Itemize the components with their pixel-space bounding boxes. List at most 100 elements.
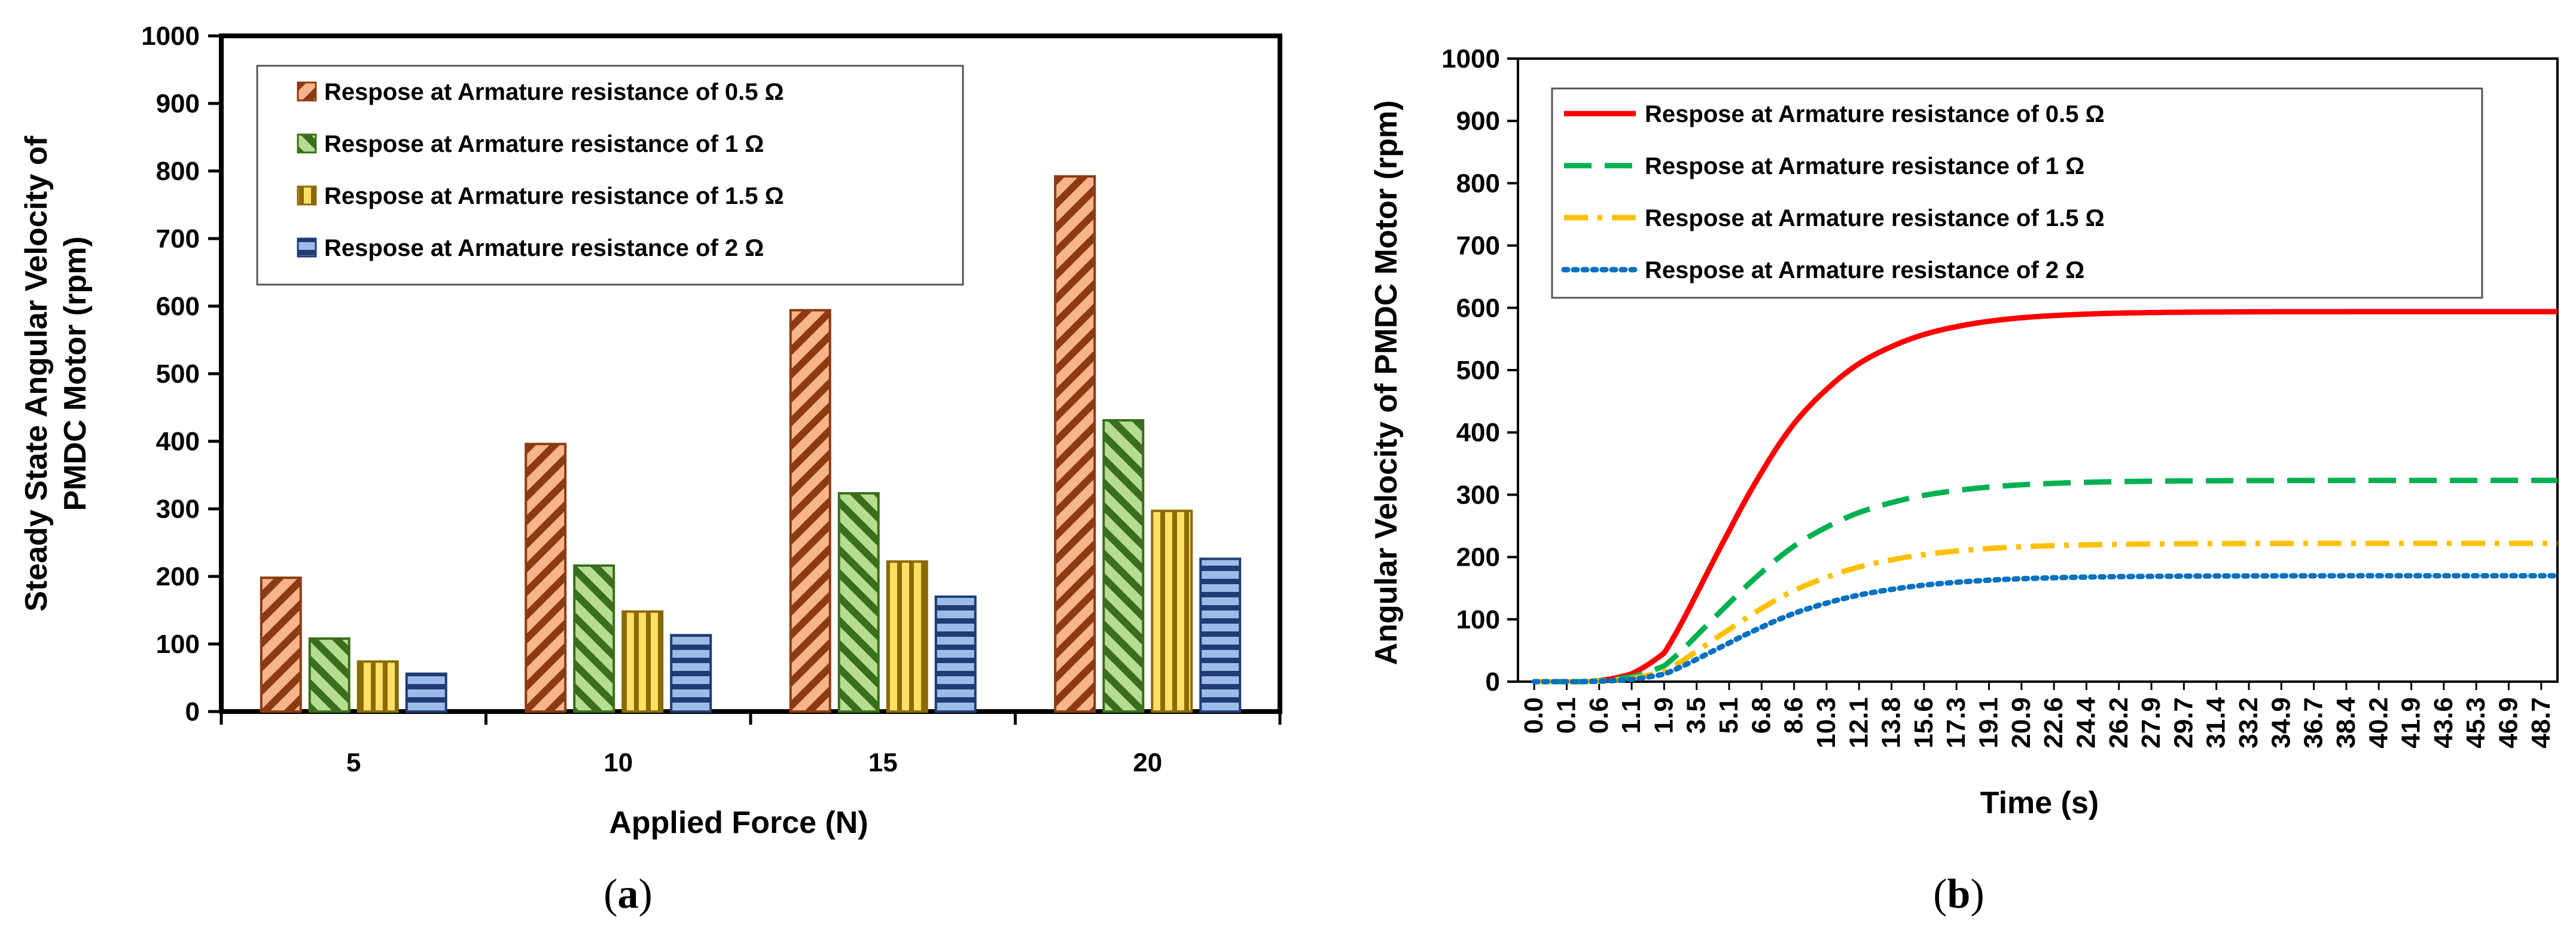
bar-legend-box: [256, 65, 964, 286]
bar-y-axis-title-line-1: Steady State Angular Velocity of: [19, 136, 54, 612]
line-y-tick-labels: 0 100 200 300 400 500 600 700 800 900 1000: [1441, 44, 1500, 697]
bar: [405, 672, 447, 713]
bar-y-tick-label: 500: [156, 359, 200, 389]
bar-y-tick-label: 200: [156, 562, 200, 591]
bar: [837, 492, 880, 713]
line-x-tick-label: 26.2: [2104, 697, 2133, 749]
line-series-path: [1531, 573, 2560, 685]
bar-y-tick-label: 0: [185, 697, 200, 726]
bar-y-axis-title-line-2: PMDC Motor (rpm): [58, 236, 93, 511]
line-legend: Respose at Armature resistance of 0.5 Ω R…: [1561, 101, 2105, 283]
line-legend-label: Respose at Armature resistance of 0.5 Ω: [1645, 101, 2105, 127]
line-x-tick-label: 48.7: [2526, 697, 2556, 749]
line-x-tick-label: 6.8: [1746, 697, 1776, 734]
line-series: [1531, 309, 2560, 685]
line-series-path: [1534, 541, 2557, 685]
line-x-tick-label: 36.7: [2299, 697, 2328, 749]
bar-legend-swatch: [297, 133, 317, 154]
line-x-tick-label: 8.6: [1779, 697, 1809, 734]
bar-legend-label: Respose at Armature resistance of 1.5 Ω: [324, 183, 784, 209]
line-y-tick-label: 800: [1456, 169, 1500, 198]
line-x-axis-title: Time (s): [1980, 786, 2099, 820]
bar-x-axis-ticks: [220, 712, 1282, 725]
line-x-tick-label: 0.6: [1584, 697, 1614, 734]
bar-y-tick-label: 900: [156, 89, 200, 118]
bar-legend-swatch: [297, 185, 317, 206]
bar: [356, 660, 399, 713]
line-legend-box: [1551, 87, 2483, 299]
line-x-tick-label: 13.8: [1877, 697, 1906, 749]
line-series-path: [1534, 309, 2557, 685]
bar-legend-label: Respose at Armature resistance of 0.5 Ω: [324, 79, 784, 105]
bar-category-label: 5: [346, 748, 361, 777]
line-x-tick-label: 20.9: [2007, 697, 2036, 749]
bar: [573, 564, 615, 713]
bar-legend-label: Respose at Armature resistance of 1 Ω: [324, 131, 764, 157]
line-x-tick-label: 24.4: [2071, 697, 2101, 748]
line-y-tick-label: 500: [1456, 356, 1500, 385]
bar-y-tick-label: 700: [156, 224, 200, 254]
bar-y-tick-labels: 0 100 200 300 400 500 600 700 800 900 1000: [141, 22, 200, 726]
line-y-tick-label: 400: [1456, 418, 1500, 447]
bar-y-axis-ticks: [208, 34, 221, 713]
line-x-tick-label: 3.5: [1682, 697, 1711, 734]
line-x-tick-label: 46.9: [2494, 697, 2523, 749]
line-legend-label: Respose at Armature resistance of 1 Ω: [1645, 153, 2084, 179]
bar-y-tick-label: 800: [156, 157, 200, 186]
line-x-tick-label: 29.7: [2169, 697, 2198, 749]
bar-chart-panel: 0 100 200 300 400 500 600 700 800 900 1000 5 10 15 20…: [19, 22, 1282, 917]
bar: [1151, 509, 1193, 713]
line-x-axis-ticks: [1533, 682, 2543, 690]
line-x-tick-label: 38.4: [2331, 697, 2361, 748]
line-x-tick-label: 1.9: [1649, 697, 1678, 734]
bar-legend-swatch: [297, 81, 317, 102]
line-x-tick-label: 1.1: [1617, 697, 1646, 734]
line-y-tick-label: 100: [1456, 605, 1500, 634]
line-series-path: [1534, 477, 2557, 685]
line-x-tick-label: 27.9: [2136, 697, 2166, 749]
bar-y-tick-label: 400: [156, 427, 200, 456]
bar: [670, 634, 712, 713]
line-x-tick-label: 34.9: [2266, 697, 2295, 749]
bar-y-tick-label: 300: [156, 494, 200, 524]
line-y-tick-label: 200: [1456, 543, 1500, 572]
line-x-tick-labels: 0.0 0.1 0.6 1.1 1.9 3.5 5.1 6.8 8.6 10.3 12.1 13.8 1…: [1519, 697, 2556, 748]
bar-y-tick-label: 100: [156, 630, 200, 659]
panel-label-a: (a): [603, 871, 653, 917]
line-y-tick-label: 900: [1456, 106, 1500, 136]
bar: [1054, 175, 1096, 713]
bar-legend-swatch: [297, 237, 317, 258]
bar-category-label: 20: [1133, 748, 1162, 777]
bar-legend: Respose at Armature resistance of 0.5 Ω R…: [297, 79, 784, 261]
bar: [525, 442, 567, 713]
line-x-tick-label: 19.1: [1974, 697, 2004, 749]
bar: [260, 576, 302, 713]
bar: [789, 309, 831, 713]
bar: [1102, 419, 1145, 713]
bar: [621, 610, 664, 713]
line-y-tick-label: 600: [1456, 294, 1500, 323]
line-y-tick-label: 300: [1456, 480, 1500, 509]
line-y-tick-label: 1000: [1441, 44, 1500, 74]
line-x-tick-label: 12.1: [1844, 697, 1873, 749]
line-x-tick-label: 5.1: [1714, 697, 1743, 734]
line-x-tick-label: 0.1: [1551, 697, 1581, 734]
line-legend-label: Respose at Armature resistance of 2 Ω: [1645, 257, 2084, 283]
bar-y-tick-label: 600: [156, 292, 200, 321]
line-x-tick-label: 15.6: [1909, 697, 1938, 749]
line-x-tick-label: 22.6: [2039, 697, 2068, 749]
line-x-tick-label: 10.3: [1812, 697, 1841, 749]
bar-y-tick-label: 1000: [141, 22, 200, 51]
bar: [1199, 557, 1242, 713]
bar-series: [260, 175, 1242, 713]
line-y-axis-title: Angular Velocity of PMDC Motor (rpm): [1369, 100, 1404, 666]
panel-label-b: (b): [1933, 871, 1984, 917]
bar: [934, 595, 977, 713]
line-x-tick-label: 40.2: [2364, 697, 2393, 749]
bar: [886, 560, 928, 713]
line-x-tick-label: 43.6: [2429, 697, 2458, 749]
bar-category-label: 10: [603, 748, 633, 777]
bar-x-axis-title: Applied Force (N): [609, 805, 868, 840]
